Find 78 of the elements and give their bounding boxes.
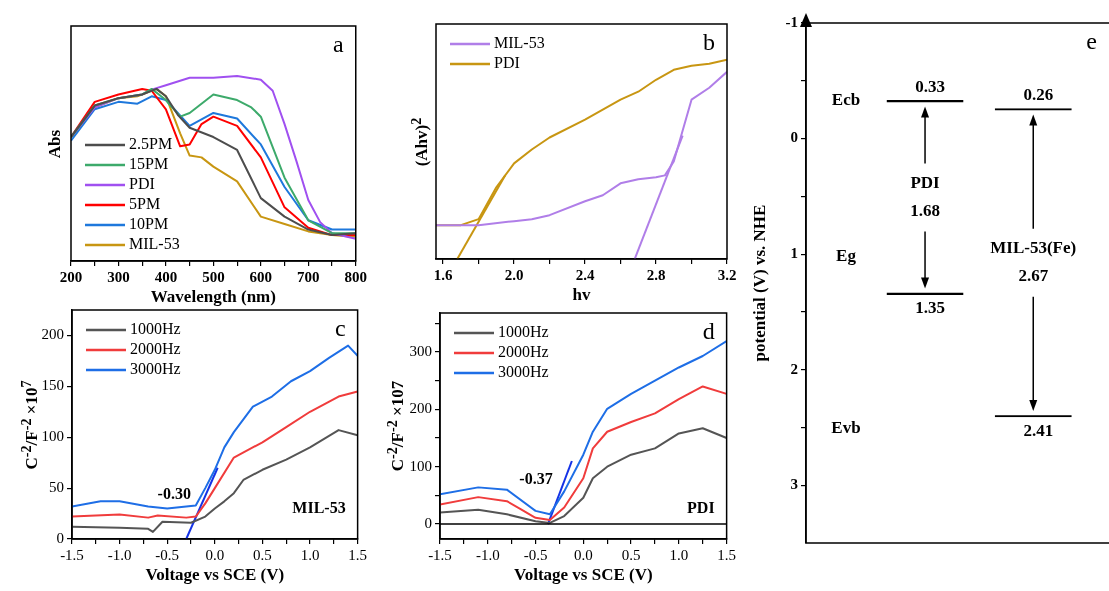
x-tick-label: -0.5 bbox=[523, 546, 548, 563]
x-tick-label: 2.0 bbox=[504, 266, 524, 283]
x-tick-label: 300 bbox=[107, 268, 130, 285]
annotation: -0.30 bbox=[157, 485, 191, 503]
legend-label: 1000Hz bbox=[130, 320, 181, 338]
x-tick-label: -1.5 bbox=[60, 546, 84, 563]
y-tick-label: 50 bbox=[49, 479, 64, 496]
x-tick-label: 3.2 bbox=[717, 266, 737, 283]
x-tick-label: 700 bbox=[297, 268, 320, 285]
legend-label: 1000Hz bbox=[498, 323, 549, 341]
annotation: 0.26 bbox=[1023, 85, 1054, 105]
y-tick-label: 150 bbox=[41, 377, 64, 394]
annotation: -0.37 bbox=[519, 470, 553, 488]
annotation: 2.41 bbox=[1023, 420, 1054, 440]
y-tick-label: -1 bbox=[785, 13, 798, 30]
annotation: 1.35 bbox=[915, 298, 945, 318]
legend-label: PDI bbox=[494, 54, 520, 72]
annotation: c bbox=[334, 315, 346, 342]
annotation: PDI bbox=[687, 499, 715, 517]
y-tick-label: 3 bbox=[790, 476, 798, 493]
x-axis-title: Voltage vs SCE (V) bbox=[145, 565, 285, 585]
x-tick-label: 2.4 bbox=[575, 266, 595, 283]
y-tick-label: 100 bbox=[41, 428, 64, 445]
x-axis-title: Wavelength (nm) bbox=[150, 287, 276, 307]
x-axis-title: Voltage vs SCE (V) bbox=[513, 565, 653, 585]
annotation: Eg bbox=[836, 246, 857, 266]
annotation: d bbox=[702, 318, 715, 345]
legend-label: 5PM bbox=[129, 195, 161, 213]
legend-label: 2.5PM bbox=[129, 135, 173, 153]
text: a bbox=[333, 31, 345, 58]
x-tick-label: 0.5 bbox=[621, 546, 641, 563]
x-tick-label: 600 bbox=[249, 268, 273, 285]
x-tick-label: 0.0 bbox=[573, 546, 593, 563]
annotation: Evb bbox=[831, 417, 861, 437]
y-tick-label: 0 bbox=[424, 515, 432, 532]
y-tick-label: 200 bbox=[41, 326, 64, 343]
legend-label: 3000Hz bbox=[130, 360, 181, 378]
legend-label: PDI bbox=[129, 175, 155, 193]
legend-label: 2000Hz bbox=[498, 343, 549, 361]
annotation: Ecb bbox=[831, 90, 861, 110]
y-tick-label: 0 bbox=[56, 529, 64, 546]
legend-label: 3000Hz bbox=[498, 363, 549, 381]
x-tick-label: 0.5 bbox=[253, 546, 272, 563]
x-tick-label: 1.0 bbox=[300, 546, 320, 563]
x-tick-label: -1.5 bbox=[428, 546, 452, 563]
y-axis-title: Abs bbox=[45, 129, 65, 158]
x-tick-label: MIL-53(Fe) bbox=[990, 238, 1077, 258]
y-tick-label: 0 bbox=[790, 129, 798, 146]
legend-label: 15PM bbox=[129, 155, 169, 173]
annotation: 0.33 bbox=[915, 77, 945, 97]
x-tick-label: 500 bbox=[202, 268, 225, 285]
x-tick-label: -1.0 bbox=[107, 546, 132, 563]
y-tick-label: 2 bbox=[790, 360, 798, 377]
x-tick-label: -1.0 bbox=[475, 546, 500, 563]
y-axis-title: potential (V) vs. NHE bbox=[750, 204, 770, 362]
x-tick-label: 800 bbox=[344, 268, 367, 285]
legend-label: MIL-53 bbox=[129, 235, 180, 253]
x-tick-label: 1.6 bbox=[433, 266, 453, 283]
x-tick-label: 1.5 bbox=[717, 546, 736, 563]
data-label: 2.67 bbox=[1018, 266, 1049, 286]
x-tick-label: 2.8 bbox=[646, 266, 666, 283]
x-tick-label: 400 bbox=[154, 268, 178, 285]
x-tick-label: -0.5 bbox=[155, 546, 180, 563]
y-tick-label: 300 bbox=[409, 342, 432, 359]
annotation: MIL-53 bbox=[292, 499, 346, 517]
x-tick-label: 0.0 bbox=[205, 546, 225, 563]
text: b bbox=[703, 29, 715, 56]
legend-label: 10PM bbox=[129, 215, 169, 233]
x-tick-label: 1.5 bbox=[348, 546, 367, 563]
legend-label: MIL-53 bbox=[494, 34, 545, 52]
legend-label: 2000Hz bbox=[130, 340, 181, 358]
x-axis-title: hv bbox=[572, 285, 591, 305]
y-tick-label: 200 bbox=[409, 400, 432, 417]
y-tick-label: 100 bbox=[409, 457, 432, 474]
data-label: 1.68 bbox=[910, 200, 940, 220]
x-tick-label: 1.0 bbox=[669, 546, 689, 563]
annotation: e bbox=[1086, 28, 1097, 55]
y-tick-label: 1 bbox=[790, 244, 798, 261]
